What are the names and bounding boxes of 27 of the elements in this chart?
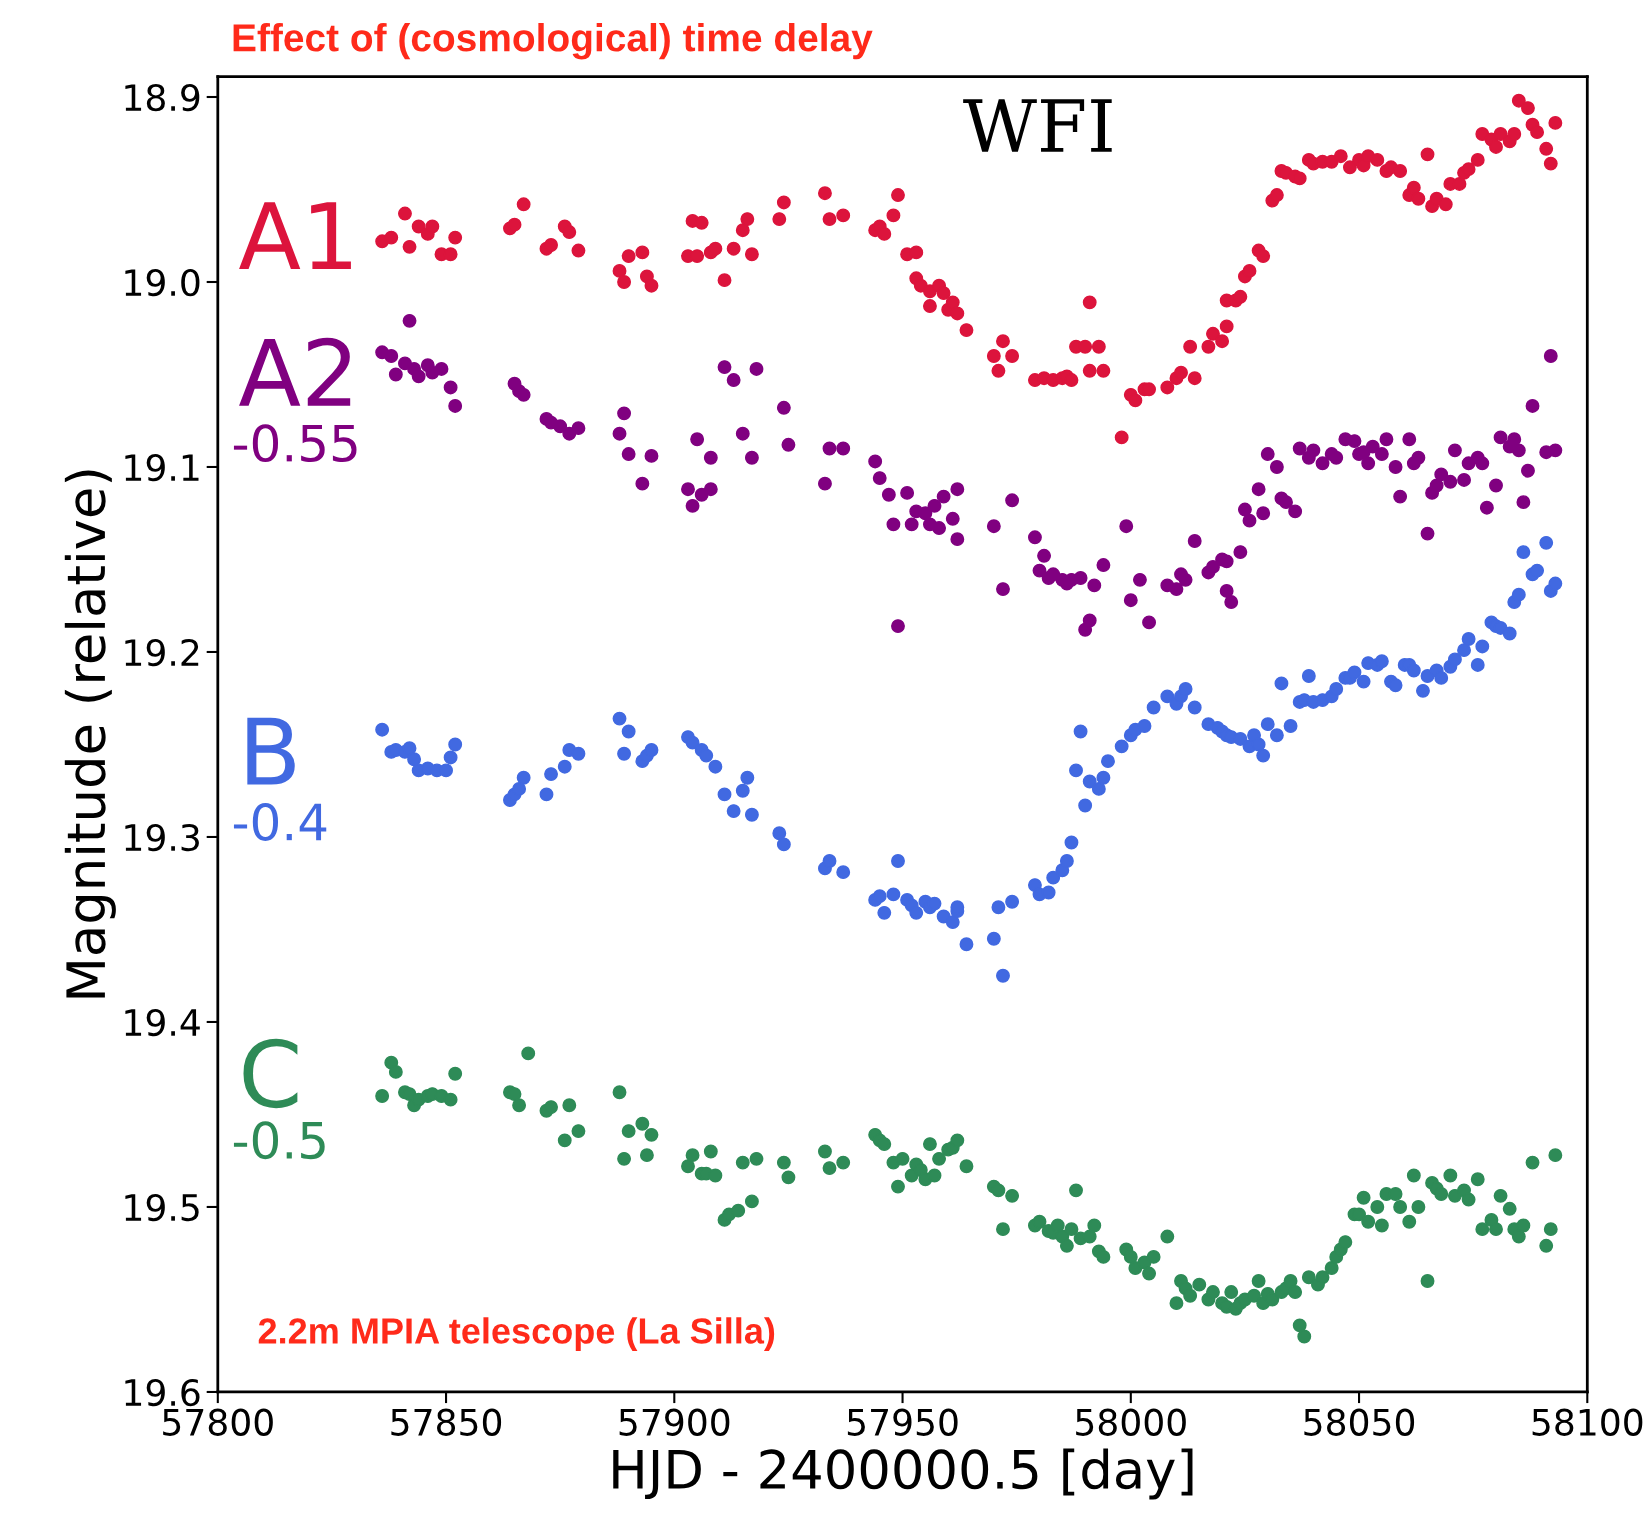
- annotation: -0.5: [233, 1121, 325, 1160]
- x-tick-label: 57950: [847, 1408, 958, 1436]
- x-tick-label: 57800: [163, 1408, 273, 1436]
- series-label: B: [247, 717, 295, 785]
- chart-title: Effect of (cosmological) time delay: [233, 22, 873, 60]
- annotation: -0.4: [233, 803, 327, 841]
- y-tick-label: 19.1: [125, 453, 199, 482]
- y-tick-label: 19.4: [125, 1008, 200, 1037]
- series-label: A2: [239, 337, 351, 406]
- x-tick-label: 58100: [1532, 1408, 1643, 1436]
- x-tick-label: 58050: [1304, 1408, 1415, 1436]
- y-tick-label: 18.9: [125, 83, 200, 112]
- series-label: C: [243, 1038, 298, 1109]
- x-axis-title: HJD - 2400000.5 [day]: [613, 1448, 1193, 1500]
- annotation: 2.2m MPIA telescope (La Silla): [258, 1317, 775, 1351]
- annotation: WFI: [963, 99, 1112, 152]
- y-tick-label: 19.3: [125, 823, 199, 852]
- y-tick-label: 19.6: [125, 1378, 200, 1407]
- annotation: -0.55: [233, 424, 357, 463]
- x-tick-label: 57850: [391, 1408, 502, 1436]
- y-tick-label: 19.0: [125, 268, 200, 297]
- series-label: A1: [239, 202, 351, 269]
- x-tick-label: 58000: [1076, 1408, 1186, 1436]
- y-tick-label: 19.2: [125, 638, 199, 667]
- y-axis-title: Magnitude (relative): [64, 470, 116, 998]
- x-tick-label: 57900: [619, 1408, 730, 1436]
- y-tick-label: 19.5: [125, 1193, 199, 1222]
